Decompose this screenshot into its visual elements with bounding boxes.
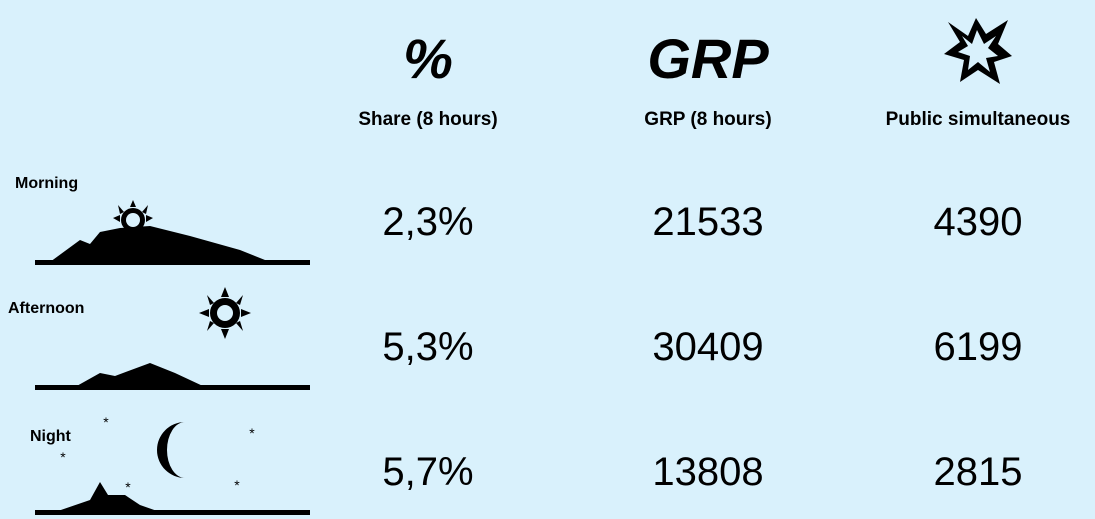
cell-value: 5,3% xyxy=(382,325,473,369)
star: * xyxy=(249,425,255,441)
cell-value: 5,7% xyxy=(382,450,473,494)
star: * xyxy=(234,477,240,493)
cell-value: 21533 xyxy=(652,200,763,244)
column-label: GRP (8 hours) xyxy=(644,109,771,130)
column-label: Public simultaneous xyxy=(886,109,1071,130)
star: * xyxy=(103,414,109,430)
cell-value: 13808 xyxy=(652,450,763,494)
cell-value: 4390 xyxy=(934,200,1023,244)
row-label: Morning xyxy=(15,175,78,192)
row-label: Afternoon xyxy=(8,300,84,317)
cell-value: 6199 xyxy=(934,325,1023,369)
row-label: Night xyxy=(30,428,72,445)
cell-value: 30409 xyxy=(652,325,763,369)
column-icon: GRP xyxy=(647,27,769,90)
cell-value: 2,3% xyxy=(382,200,473,244)
column-label: Share (8 hours) xyxy=(358,109,497,130)
infographic: * * * * * % Share (8 hours) GRP GRP (8 hour… xyxy=(0,0,1095,519)
cell-value: 2815 xyxy=(934,450,1023,494)
star: * xyxy=(125,479,131,495)
star: * xyxy=(60,449,66,465)
column-icon: % xyxy=(403,27,453,90)
